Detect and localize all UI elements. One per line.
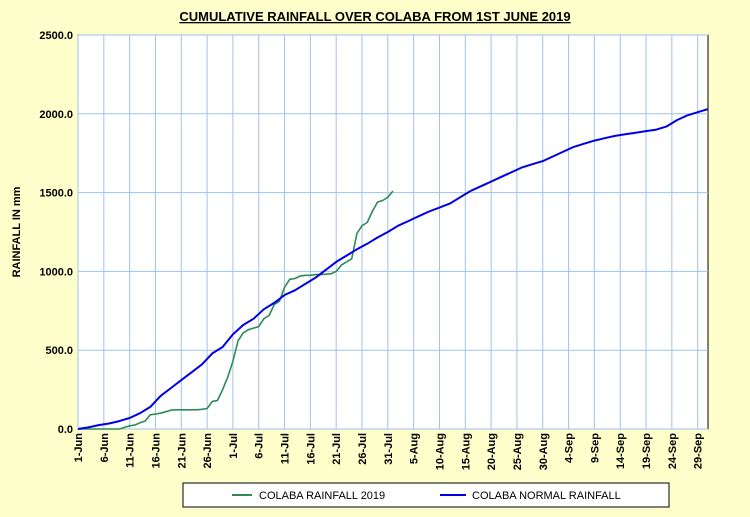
x-tick-label: 29-Sep [693, 433, 705, 469]
x-tick-label: 11-Jun [125, 433, 137, 468]
x-tick-labels: 1-Jun 6-Jun 11-Jun 16-Jun 21-Jun 26-Jun 1-Jul 6… [73, 433, 705, 471]
x-tick-label: 4-Sep [564, 433, 576, 463]
y-tick-label: 1000.0 [39, 266, 73, 278]
x-tick-label: 19-Sep [641, 433, 653, 469]
y-tick-label: 0.0 [58, 424, 73, 436]
series-line-colaba-normal [77, 108, 709, 430]
x-tick-label: 31-Jul [383, 433, 395, 465]
x-tick-label: 21-Jun [176, 433, 188, 469]
y-tick-labels: 0.0 500.0 1000.0 1500.0 2000.0 2500.0 [39, 30, 73, 436]
x-tick-label: 24-Sep [667, 433, 679, 469]
x-tick-label: 25-Aug [512, 433, 524, 470]
y-axis-label: RAINFALL IN mm [11, 186, 23, 277]
x-tick-label: 16-Jun [150, 433, 162, 469]
x-tick-label: 26-Jul [357, 433, 369, 465]
x-tick-label: 26-Jun [202, 433, 214, 469]
series-layer [77, 108, 709, 430]
x-tick-label: 1-Jul [228, 433, 240, 459]
x-tick-label: 1-Jun [73, 433, 85, 463]
legend: COLABA RAINFALL 2019 COLABA NORMAL RAINF… [182, 482, 670, 508]
series-line-colaba-2019 [78, 190, 394, 430]
y-gridlines [78, 34, 708, 430]
x-tick-label: 9-Sep [589, 433, 601, 463]
x-tick-label: 11-Jul [280, 433, 292, 464]
x-tick-label: 30-Aug [538, 433, 550, 470]
y-tick-label: 2000.0 [39, 109, 73, 121]
plot-area [77, 34, 709, 430]
legend-label-colaba-normal: COLABA NORMAL RAINFALL [472, 490, 621, 502]
x-tick-label: 6-Jun [99, 433, 111, 463]
x-tick-label: 15-Aug [460, 433, 472, 470]
x-tick-label: 21-Jul [331, 433, 343, 465]
legend-box [182, 482, 670, 508]
x-tick-label: 20-Aug [486, 433, 498, 470]
x-tick-label: 14-Sep [615, 433, 627, 469]
x-tick-label: 5-Aug [409, 433, 421, 464]
legend-label-colaba-2019: COLABA RAINFALL 2019 [259, 490, 385, 502]
y-tick-label: 500.0 [45, 345, 73, 357]
chart-title: CUMULATIVE RAINFALL OVER COLABA FROM 1ST… [179, 9, 570, 24]
x-tick-label: 10-Aug [434, 433, 446, 470]
x-tick-label: 16-Jul [305, 433, 317, 465]
y-tick-label: 1500.0 [39, 188, 73, 200]
y-tick-label: 2500.0 [39, 30, 73, 42]
x-tick-label: 6-Jul [254, 433, 266, 459]
